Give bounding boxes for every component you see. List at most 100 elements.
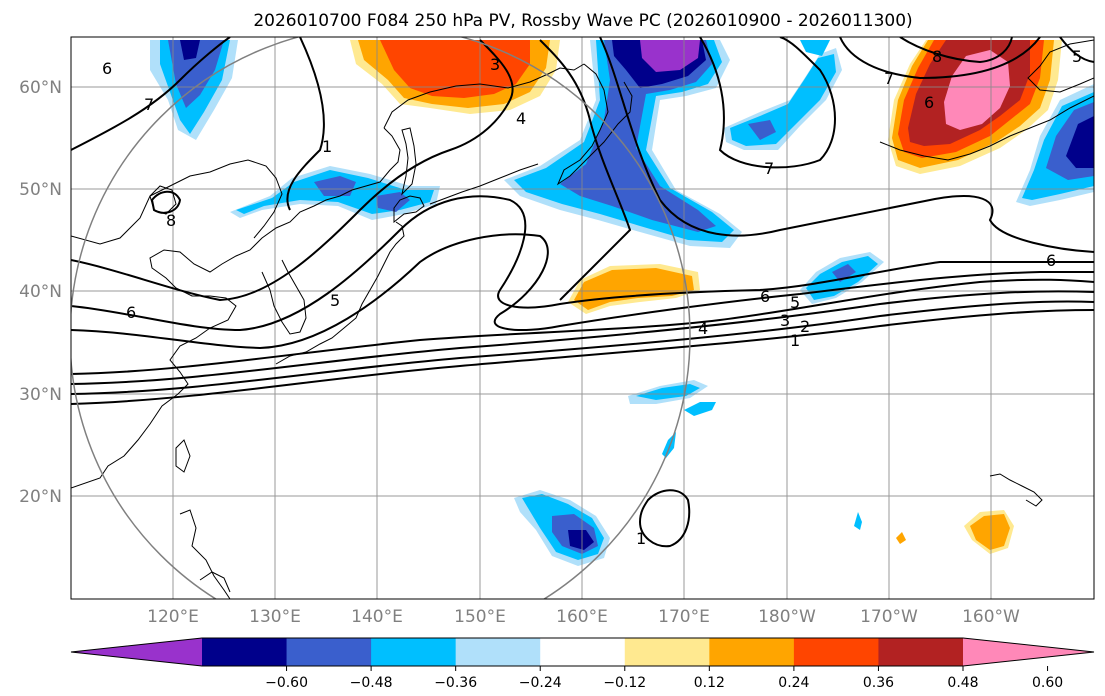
contour-7d	[699, 37, 836, 169]
contour-5	[71, 233, 1094, 350]
contour-label-11: 5	[1072, 47, 1082, 66]
lon-label-160w: 160°W	[962, 607, 1020, 627]
colorbar-tick-label: −0.60	[265, 675, 308, 691]
contour-label-6: 4	[516, 109, 526, 128]
contour-label-17: 5	[790, 293, 800, 312]
lon-label-180w: 180°W	[758, 607, 816, 627]
contour-label-19: 3	[780, 311, 790, 330]
lat-label-60: 60°N	[19, 78, 62, 98]
colorbar-tick-label: 0.60	[1032, 675, 1063, 691]
colorbar-tick-label: −0.12	[603, 675, 646, 691]
contour-label-22: 1	[636, 529, 646, 548]
coastline-hawaii	[989, 473, 1043, 507]
colorbar-outline	[70, 637, 1095, 667]
lat-labels: 60°N 50°N 40°N 30°N 20°N	[19, 78, 62, 507]
anomaly-blob-alaska-deep	[1066, 116, 1094, 168]
colorbar-tick-label: 0.12	[694, 675, 725, 691]
lon-labels: 120°E 130°E 140°E 150°E 160°E 170°E 180°…	[147, 607, 1020, 627]
lon-label-160e: 160°E	[556, 607, 608, 627]
contour-5-ne	[1059, 37, 1094, 63]
contour-label-8: 7	[884, 69, 894, 88]
contour-label-2: 7	[144, 95, 154, 114]
map-area: 6 7 1 8 3 4 7 7 8 6 5 6 6 5 4 6 5 4 3 2 …	[71, 37, 1094, 599]
anomaly-blob-subtrop-4	[854, 512, 862, 530]
contour-label-14: 5	[330, 291, 340, 310]
contour-label-13: 6	[126, 303, 136, 322]
lon-label-150e: 150°E	[454, 607, 506, 627]
contour-labels: 6 7 1 8 3 4 7 7 8 6 5 6 6 5 4 6 5 4 3 2 …	[102, 47, 1082, 548]
coastline-philippines-2	[199, 571, 231, 593]
anomaly-blob-okhotsk-positive-red	[380, 40, 530, 98]
contour-label-15: 4	[698, 319, 708, 338]
contour-3	[71, 290, 1094, 385]
lon-label-170w: 170°W	[860, 607, 918, 627]
coastline-kamchatka	[556, 63, 633, 186]
colorbar-tick-label: 0.36	[863, 675, 894, 691]
colorbar-bin	[202, 638, 288, 666]
graticule	[71, 37, 1094, 599]
colorbar-tick-label: 0.24	[778, 675, 809, 691]
lon-label-120e: 120°E	[147, 607, 199, 627]
contour-4	[71, 278, 1094, 375]
coastline-okhotsk	[383, 63, 585, 129]
coastline-east-asia	[71, 127, 401, 489]
contour-2	[71, 300, 1094, 395]
anomaly-blob-bering-positive-pink	[944, 50, 1010, 130]
anomaly-blob-kamchatka-max	[640, 40, 700, 72]
colorbar-bin	[878, 638, 964, 666]
contour-1	[71, 309, 1094, 405]
coastline-sakhalin	[401, 127, 417, 196]
contour-8b	[150, 190, 182, 214]
contour-label-10: 6	[924, 93, 934, 112]
lon-label-170e: 170°E	[658, 607, 710, 627]
colorbar-bin	[286, 638, 372, 666]
colorbar: −0.60 −0.48 −0.36 −0.24 −0.12 0.12 0.24 0.36 0.4…	[70, 637, 1095, 691]
anomaly-blob-bering-north	[800, 40, 830, 56]
contour-label-4: 8	[166, 211, 176, 230]
map-frame	[70, 36, 1095, 600]
coastline-philippines	[179, 509, 231, 599]
contour-7b	[286, 37, 325, 211]
anomaly-blob-subtrop-positive-orange	[970, 514, 1010, 550]
contour-label-20: 2	[800, 317, 810, 336]
contour-7	[71, 37, 231, 151]
contour-label-16: 6	[760, 287, 770, 306]
colorbar-extend-low	[71, 638, 202, 666]
colorbar-bin	[624, 638, 710, 666]
anomaly-blob-subtrop-positive-small	[896, 532, 906, 544]
coastline-kurils	[429, 163, 539, 205]
anomaly-blob-midlat-positive-orange	[574, 268, 694, 310]
anomaly-blob-subtrop-2	[684, 402, 716, 416]
colorbar-bin	[709, 638, 795, 666]
anomaly-blob-amur-deep	[180, 40, 200, 60]
coastline-taiwan	[175, 439, 191, 473]
coastline-alaska	[1027, 39, 1094, 93]
coastline-aleutians	[879, 95, 1094, 161]
anomaly-blob-bering-west-inner	[748, 120, 776, 140]
contour-label-7: 7	[764, 159, 774, 178]
contour-8	[899, 37, 1013, 64]
anomaly-blob-kamchatka-inner	[560, 40, 716, 232]
coastline-amur-border	[71, 159, 283, 245]
colorbar-bin	[540, 638, 626, 666]
lon-label-130e: 130°E	[249, 607, 301, 627]
anomaly-blob-tropics-deep	[568, 530, 594, 550]
colorbar-bin	[371, 638, 457, 666]
contour-label-1: 6	[102, 59, 112, 78]
anomaly-blob-okhotsk-inner	[314, 176, 356, 196]
lat-label-40: 40°N	[19, 282, 62, 302]
contour-label-21: 1	[790, 331, 800, 350]
colorbar-tick-label: −0.36	[434, 675, 477, 691]
colorbar-tick-label: −0.48	[350, 675, 393, 691]
contour-6	[71, 195, 1094, 332]
contour-7c	[599, 37, 1094, 253]
anomaly-blob-okhotsk-inner2	[376, 192, 410, 212]
contour-label-5: 3	[490, 55, 500, 74]
contour-label-9: 8	[932, 47, 942, 66]
colorbar-bin	[455, 638, 541, 666]
coastlines	[71, 39, 1094, 599]
lon-label-140e: 140°E	[351, 607, 403, 627]
contour-label-12: 6	[1046, 251, 1056, 270]
coastline-japan	[275, 221, 405, 365]
